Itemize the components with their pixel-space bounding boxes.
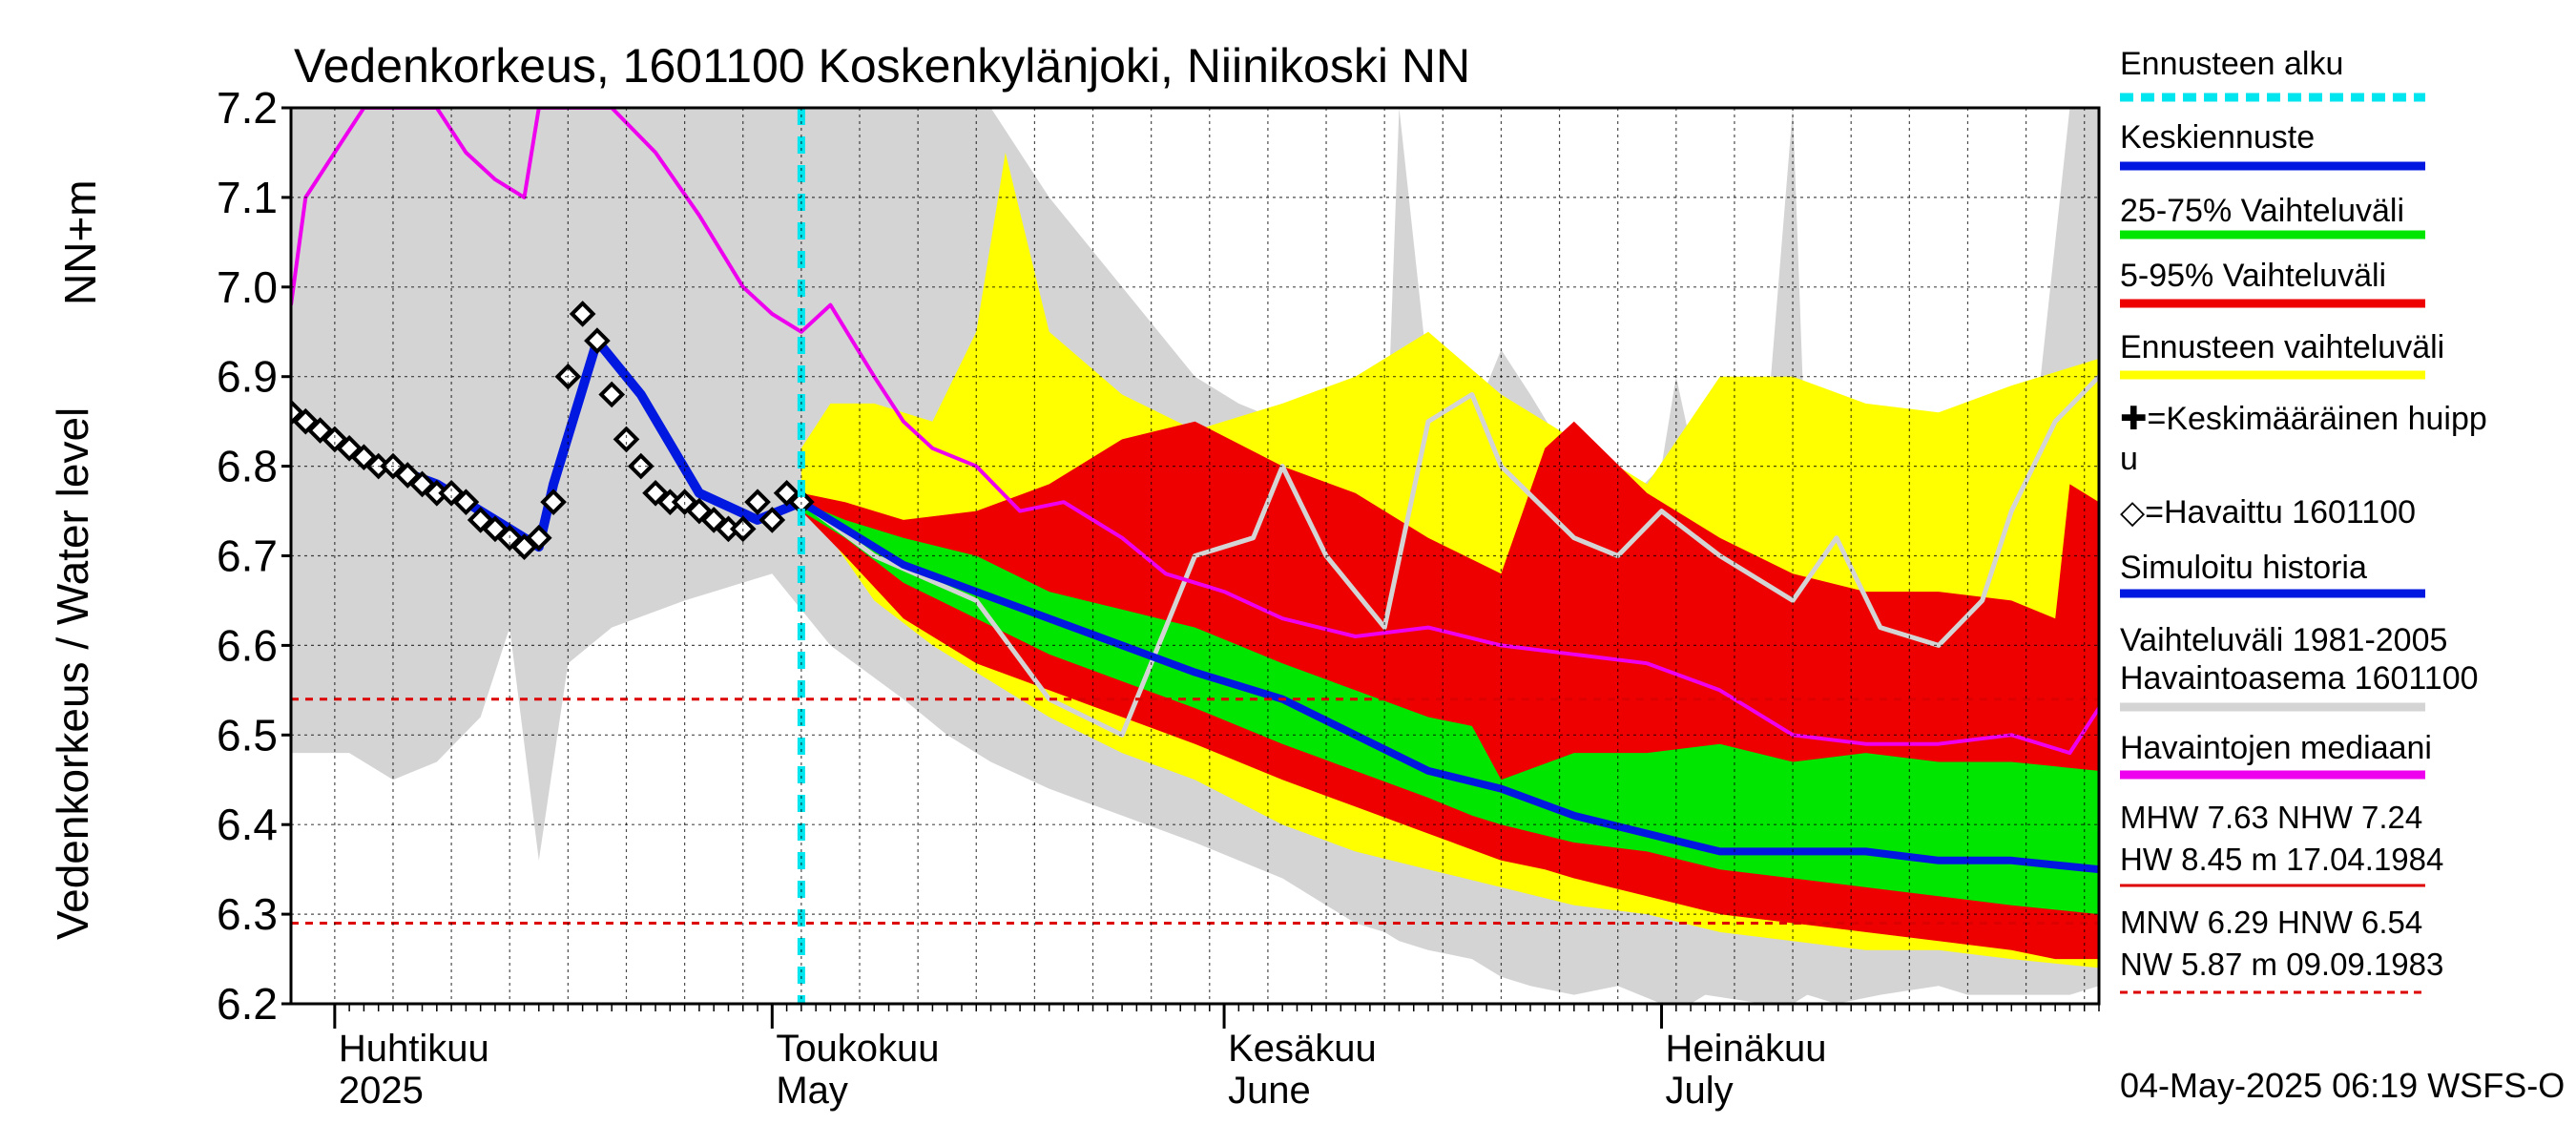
stats-line: MHW 7.63 NHW 7.24 <box>2120 800 2422 835</box>
legend-label: Havaintojen mediaani <box>2120 730 2432 766</box>
observed-point <box>569 301 596 327</box>
y-tick-label: 6.6 <box>217 620 278 670</box>
y-tick-label: 7.1 <box>217 173 278 222</box>
legend-label: Ennusteen vaihteluväli <box>2120 329 2444 365</box>
y-tick-label: 7.2 <box>217 83 278 133</box>
footer-timestamp: 04-May-2025 06:19 WSFS-O <box>2120 1066 2565 1105</box>
x-month-sublabel: May <box>776 1070 848 1112</box>
range-25-75-band <box>800 502 2099 915</box>
y-tick-label: 6.3 <box>217 889 278 939</box>
median-line <box>291 108 2099 756</box>
y-tick-label: 6.4 <box>217 800 278 849</box>
observed-point <box>306 417 334 444</box>
x-month-label: Toukokuu <box>776 1028 939 1070</box>
observed-point <box>482 515 509 543</box>
x-month-sublabel: July <box>1666 1070 1734 1112</box>
stats-line: HW 8.45 m 17.04.1984 <box>2120 842 2443 877</box>
legend-label: 25-75% Vaihteluväli <box>2120 193 2404 229</box>
observed-point <box>584 327 611 354</box>
x-month-label: Kesäkuu <box>1228 1028 1377 1070</box>
observed-point <box>598 381 626 408</box>
legend-label: Ennusteen alku <box>2120 46 2343 82</box>
x-month-label: Heinäkuu <box>1666 1028 1827 1070</box>
y-axis-label: Vedenkorkeus / Water level <box>48 407 97 940</box>
observed-point <box>525 524 552 552</box>
stats-line: MNW 6.29 HNW 6.54 <box>2120 905 2422 940</box>
y-tick-label: 7.0 <box>217 262 278 312</box>
legend-label: Simuloitu historia <box>2120 550 2367 586</box>
observed-point <box>773 479 800 507</box>
observed-point <box>452 489 480 515</box>
x-month-sublabel: 2025 <box>339 1070 424 1112</box>
observed-point <box>291 399 304 427</box>
y-tick-label: 6.7 <box>217 531 278 581</box>
observed-point <box>540 489 567 515</box>
legend-label: ◇=Havaittu 1601100 <box>2120 494 2416 531</box>
mean-forecast-line <box>799 498 2099 874</box>
legend-label-cont: Havaintoasema 1601100 <box>2120 660 2479 697</box>
y-tick-label: 6.9 <box>217 352 278 402</box>
legend-label: 5-95% Vaihteluväli <box>2120 258 2386 294</box>
chart-title: Vedenkorkeus, 1601100 Koskenkylänjoki, N… <box>294 39 1470 93</box>
observed-point <box>758 507 786 533</box>
x-month-sublabel: June <box>1228 1070 1311 1112</box>
y-axis-unit: NN+m <box>55 179 105 305</box>
legend-label-cont: u <box>2120 441 2138 477</box>
observed-point <box>744 489 771 515</box>
legend-label: Keskiennuste <box>2120 119 2315 156</box>
y-tick-label: 6.5 <box>217 710 278 760</box>
stats-line: NW 5.87 m 09.09.1983 <box>2120 947 2443 982</box>
legend-label: Vaihteluväli 1981-2005 <box>2120 622 2447 658</box>
y-tick-label: 6.2 <box>217 979 278 1029</box>
x-month-label: Huhtikuu <box>339 1028 489 1070</box>
y-tick-label: 6.8 <box>217 442 278 491</box>
legend-label: ✚=Keskimääräinen huipp <box>2120 401 2487 437</box>
